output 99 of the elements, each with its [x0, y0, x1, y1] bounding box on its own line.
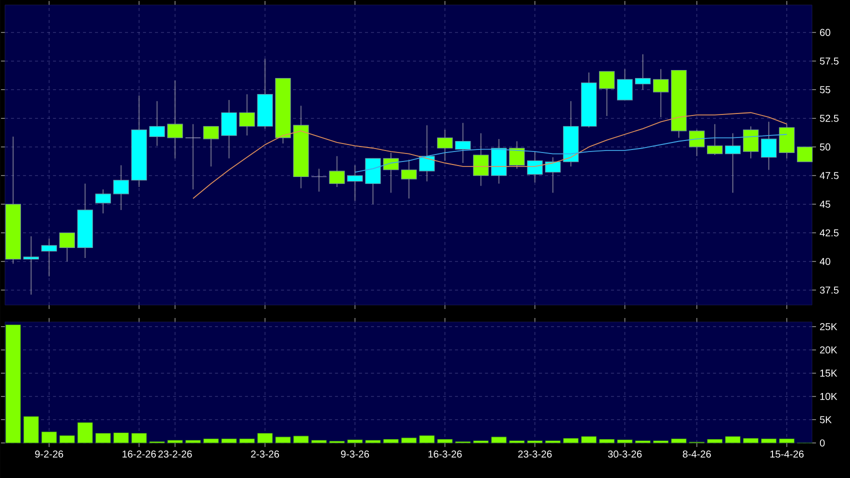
y-tick-label: 40 — [820, 258, 830, 266]
candlestick — [473, 132, 489, 186]
bar — [725, 436, 741, 444]
candlestick — [617, 68, 633, 100]
candlestick — [724, 132, 741, 194]
candlestick — [455, 122, 471, 164]
candlestick — [59, 232, 75, 262]
bar — [77, 422, 93, 444]
bar — [365, 440, 381, 444]
x-tick-label: 23-3-26 — [518, 450, 552, 458]
bar — [491, 436, 507, 444]
candlestick — [706, 124, 723, 156]
y-tick-label: 5K — [820, 416, 832, 424]
candlestick — [149, 100, 165, 146]
y-tick-label: 50 — [820, 143, 830, 151]
y-tick-label: 45 — [820, 200, 830, 208]
y-tick-label: 20K — [820, 346, 838, 354]
x-tick-label: 9-2-26 — [35, 450, 64, 458]
y-tick-label: 25K — [820, 323, 838, 330]
x-tick-label: 30-3-26 — [608, 450, 642, 458]
bar — [41, 432, 57, 444]
candlestick — [23, 236, 39, 295]
bar — [563, 438, 579, 444]
y-tick-label: 42.5 — [820, 229, 839, 236]
bar — [707, 439, 723, 444]
x-tick-label: 8-4-26 — [682, 450, 711, 458]
x-tick-label: 9-3-26 — [340, 450, 369, 458]
x-tick-label: 16-3-26 — [428, 450, 462, 458]
candlestick — [760, 121, 777, 170]
bar — [293, 436, 309, 444]
bar — [581, 436, 597, 444]
candlestick — [239, 94, 255, 136]
y-tick-label: 10K — [820, 392, 838, 400]
y-tick-label: 15K — [820, 370, 838, 377]
bar — [671, 438, 687, 444]
bar — [347, 439, 363, 444]
candlestick — [437, 130, 453, 162]
bar — [23, 416, 39, 444]
candlestick — [41, 238, 57, 277]
bar — [545, 440, 561, 444]
x-tick-label: 2-3-26 — [251, 450, 280, 458]
bar — [311, 440, 327, 444]
candlestick — [203, 126, 219, 167]
y-tick-label: 60 — [820, 28, 830, 36]
candlestick — [419, 124, 435, 182]
bar — [761, 438, 777, 444]
x-tick-label: 23-2-26 — [158, 450, 192, 458]
candlestick — [401, 159, 417, 199]
candlestick — [347, 164, 363, 202]
bar — [509, 440, 525, 444]
bar — [203, 438, 219, 444]
bar — [527, 440, 543, 444]
bar — [239, 438, 255, 444]
candlestick — [688, 130, 705, 156]
bar — [599, 439, 615, 444]
bar — [617, 439, 633, 444]
bar — [653, 440, 669, 444]
candlestick — [311, 168, 327, 192]
candlestick — [329, 156, 345, 188]
bar — [167, 440, 183, 444]
candlestick — [95, 189, 111, 214]
bar — [383, 439, 399, 444]
x-tick-label: 16-2-26 — [122, 450, 156, 458]
bar — [473, 440, 489, 444]
candlestick — [599, 71, 615, 116]
candlestick — [185, 124, 201, 190]
candlestick — [527, 151, 543, 183]
candlestick — [221, 100, 237, 159]
candlestick — [383, 152, 399, 194]
bar — [401, 438, 417, 444]
bar — [221, 438, 237, 444]
y-tick-label: 47.5 — [820, 172, 839, 180]
bar — [113, 432, 129, 444]
candlestick — [509, 140, 525, 170]
bar — [437, 439, 453, 444]
x-tick-label: 15-4-26 — [770, 450, 804, 458]
bar — [743, 438, 759, 444]
bar — [779, 438, 795, 444]
candlestick — [653, 68, 669, 118]
candlestick — [167, 80, 183, 159]
bar — [419, 435, 435, 444]
bar — [59, 435, 75, 444]
y-tick-label: 37.5 — [820, 286, 839, 294]
y-tick-label: 52.5 — [820, 114, 839, 122]
y-tick-label: 55 — [820, 86, 830, 94]
candlestick — [742, 126, 759, 159]
y-tick-label: 0 — [820, 439, 825, 447]
bar — [257, 432, 273, 444]
bar — [95, 432, 111, 444]
candlestick — [796, 146, 813, 162]
candlestick — [635, 54, 651, 90]
bar — [5, 324, 21, 444]
candlestick — [113, 164, 129, 210]
bar — [275, 436, 291, 444]
y-tick-label: 57.5 — [820, 58, 839, 65]
candlestick — [545, 156, 561, 194]
bar — [185, 440, 201, 444]
bar — [635, 440, 651, 444]
bar — [131, 432, 147, 444]
